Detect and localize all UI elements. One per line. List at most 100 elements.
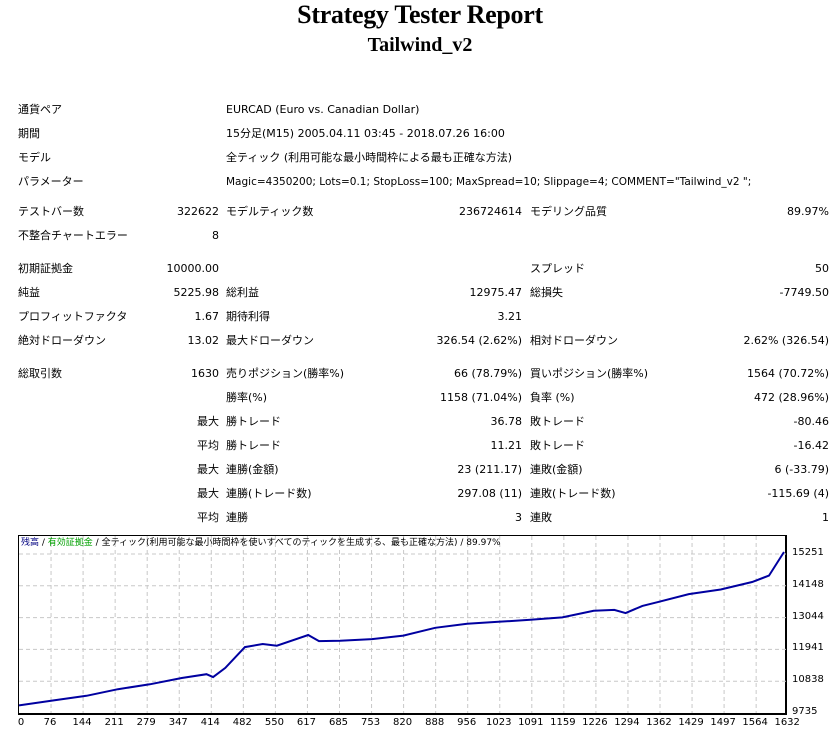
net-profit-value: 5225.98 — [173, 286, 220, 299]
max-consec-wins-value: 23 (211.17) — [457, 463, 522, 476]
abs-drawdown-value: 13.02 — [187, 334, 220, 347]
largest-loss-value: -80.46 — [793, 415, 829, 428]
x-tick-label: 1429 — [678, 717, 704, 728]
max-consec-profit-value: 297.08 (11) — [457, 487, 522, 500]
period-value: 15分足(M15) 2005.04.11 03:45 - 2018.07.26 … — [226, 127, 505, 140]
gross-profit-value: 12975.47 — [469, 286, 523, 299]
y-tick-label: 11941 — [792, 642, 824, 654]
x-tick-label: 1362 — [646, 717, 672, 728]
chart-legend: 残高 / 有効証拠金 / 全ティック(利用可能な最小時間枠を使いすべてのティック… — [21, 538, 501, 549]
y-tick-label: 15251 — [792, 547, 824, 558]
avg-consec-prefix: 平均 — [197, 511, 219, 524]
x-tick-label: 414 — [200, 717, 220, 728]
period-label: 期間 — [18, 127, 40, 140]
mismatch-label: 不整合チャートエラー — [18, 229, 128, 242]
largest-loss-label: 敗トレード — [530, 415, 585, 428]
params-label: パラメーター — [18, 175, 84, 188]
largest-win-label: 勝トレード — [226, 415, 281, 428]
max-drawdown-value: 326.54 (2.62%) — [436, 334, 522, 347]
abs-drawdown-label: 絶対ドローダウン — [18, 334, 106, 347]
x-tick-label: 482 — [232, 717, 252, 728]
max-consec-prefix: 最大 — [197, 463, 219, 476]
rel-drawdown-label: 相対ドローダウン — [530, 334, 618, 347]
expected-payoff-value: 3.21 — [497, 310, 523, 323]
net-profit-label: 純益 — [18, 286, 40, 299]
bars-label: テストバー数 — [18, 205, 84, 218]
loss-rate-value: 472 (28.96%) — [753, 391, 829, 404]
short-positions-value: 66 (78.79%) — [453, 367, 522, 380]
win-rate-value: 1158 (71.04%) — [439, 391, 522, 404]
deposit-value: 10000.00 — [166, 262, 220, 275]
ticks-label: モデルティック数 — [226, 205, 314, 218]
profit-factor-value: 1.67 — [194, 310, 220, 323]
report-title: Strategy Tester Report — [297, 0, 543, 29]
x-tick-label: 144 — [72, 717, 92, 728]
gross-loss-label: 総損失 — [530, 286, 563, 299]
x-tick-label: 685 — [328, 717, 349, 728]
avg-loss-label: 敗トレード — [530, 439, 585, 452]
avg-consec-wins-value: 3 — [515, 511, 522, 524]
report-subtitle: Tailwind_v2 — [367, 34, 473, 56]
max-consec-wins-label: 連勝(金額) — [226, 463, 279, 476]
x-tick-label: 617 — [296, 717, 316, 728]
max-consec-profit-label: 連勝(トレード数) — [226, 487, 312, 500]
expected-payoff-label: 期待利得 — [226, 310, 270, 323]
x-tick-label: 1023 — [486, 717, 512, 728]
x-tick-label: 888 — [425, 717, 445, 728]
legend-separator: / — [39, 538, 48, 548]
total-trades-value: 1630 — [191, 367, 219, 380]
avg-win-value: 11.21 — [490, 439, 523, 452]
x-tick-label: 1226 — [582, 717, 608, 728]
quality-label: モデリング品質 — [530, 205, 607, 218]
x-tick-label: 76 — [43, 717, 57, 728]
y-tick-label: 14148 — [792, 578, 824, 590]
avg-win-label: 勝トレード — [226, 439, 281, 452]
x-tick-label: 0 — [17, 717, 25, 728]
long-positions-label: 買いポジション(勝率%) — [530, 367, 649, 380]
legend-equity: 有効証拠金 — [47, 538, 93, 548]
symbol-label: 通貨ペア — [18, 103, 62, 116]
y-tick-label: 10838 — [792, 674, 824, 686]
largest-prefix: 最大 — [197, 415, 219, 428]
x-tick-label: 279 — [136, 717, 156, 728]
mismatch-value: 8 — [212, 229, 219, 242]
long-positions-value: 1564 (70.72%) — [746, 367, 829, 380]
ticks-value: 236724614 — [459, 205, 522, 218]
x-tick-label: 956 — [457, 717, 477, 728]
largest-win-value: 36.78 — [490, 415, 523, 428]
short-positions-label: 売りポジション(勝率%) — [226, 367, 345, 380]
chart-plot-area — [19, 536, 786, 713]
gross-profit-label: 総利益 — [226, 286, 259, 299]
model-label: モデル — [18, 151, 51, 164]
params-value: Magic=4350200; Lots=0.1; StopLoss=100; M… — [226, 176, 752, 188]
balance-chart — [18, 535, 787, 715]
model-value: 全ティック (利用可能な最小時間枠による最も正確な方法) — [226, 151, 513, 164]
max-consec-losses-value: 6 (-33.79) — [774, 463, 829, 476]
symbol-value: EURCAD (Euro vs. Canadian Dollar) — [226, 103, 420, 116]
max-consec-losses-label: 連敗(金額) — [530, 463, 583, 476]
spread-label: スプレッド — [530, 262, 585, 275]
x-tick-label: 1632 — [774, 717, 800, 728]
loss-rate-label: 負率 (%) — [530, 391, 575, 404]
legend-quality: 89.97% — [466, 538, 501, 548]
avg-consec-losses-value: 1 — [822, 511, 829, 524]
y-tick-label: 13044 — [792, 610, 824, 622]
x-tick-label: 211 — [104, 717, 124, 728]
max-consec-profit-prefix: 最大 — [197, 487, 219, 500]
legend-separator: / — [457, 538, 467, 548]
balance-line — [19, 551, 785, 707]
legend-model: 全ティック(利用可能な最小時間枠を使いすべてのティックを生成する、最も正確な方法… — [101, 538, 458, 548]
legend-balance: 残高 — [21, 538, 40, 548]
avg-loss-value: -16.42 — [793, 439, 829, 452]
quality-value: 89.97% — [787, 205, 829, 218]
profit-factor-label: プロフィットファクタ — [18, 310, 128, 323]
x-tick-label: 1294 — [614, 717, 640, 728]
x-tick-label: 1091 — [518, 717, 544, 728]
x-tick-label: 820 — [393, 717, 413, 728]
x-tick-label: 550 — [264, 717, 284, 728]
x-tick-label: 1564 — [742, 717, 768, 728]
win-rate-label: 勝率(%) — [226, 391, 268, 404]
max-consec-loss-value: -115.69 (4) — [767, 487, 829, 500]
x-tick-label: 753 — [361, 717, 381, 728]
x-tick-label: 1497 — [710, 717, 736, 728]
